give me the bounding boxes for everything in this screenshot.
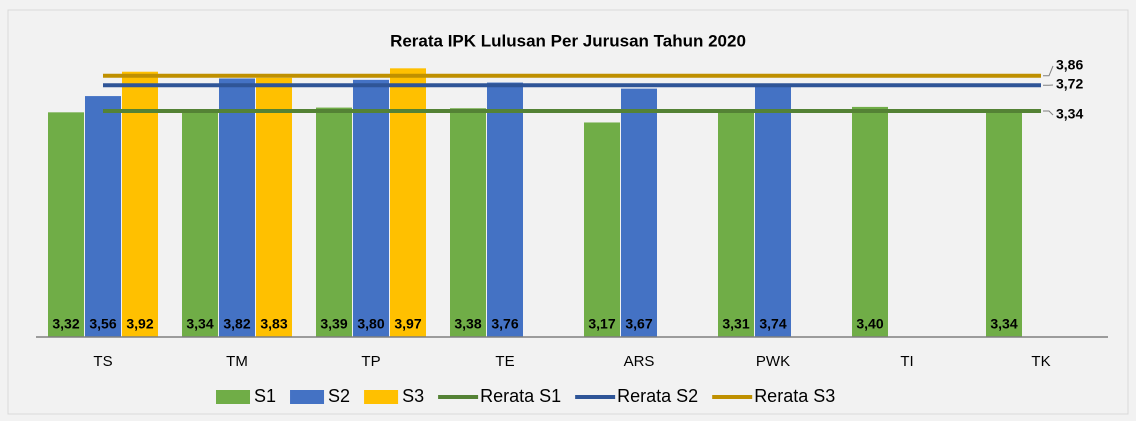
bar	[182, 110, 218, 338]
x-tick-label: TE	[495, 353, 514, 370]
data-label: 3,17	[588, 316, 615, 332]
leader-line	[1043, 65, 1054, 77]
bar	[621, 88, 657, 337]
bar	[487, 82, 523, 337]
data-label: 3,40	[856, 316, 883, 332]
data-label: 3,56	[89, 316, 116, 332]
bar	[986, 110, 1022, 338]
legend-label: Rerata S3	[754, 386, 835, 406]
data-label: 3,39	[320, 316, 347, 332]
data-label: 3,76	[491, 316, 518, 332]
x-tick-label: TM	[226, 353, 248, 370]
bar	[390, 68, 426, 338]
legend-label: Rerata S2	[617, 386, 698, 406]
x-tick-label: TP	[361, 353, 380, 370]
data-label: 3,38	[454, 316, 481, 332]
x-tick-label: TS	[93, 353, 112, 370]
reference-label: 3,34	[1056, 106, 1083, 122]
chart-title: Rerata IPK Lulusan Per Jurusan Tahun 202…	[390, 31, 746, 50]
bar	[755, 83, 791, 337]
leader-line	[1043, 110, 1054, 116]
data-label: 3,34	[186, 316, 213, 332]
data-label: 3,97	[394, 316, 421, 332]
legend-swatch	[216, 390, 250, 404]
data-label: 3,67	[625, 316, 652, 332]
x-tick-label: TI	[900, 353, 913, 370]
bar	[450, 108, 486, 337]
data-label: 3,31	[722, 316, 749, 332]
data-label: 3,80	[357, 316, 384, 332]
data-label: 3,92	[126, 316, 153, 332]
reference-label: 3,72	[1056, 76, 1083, 92]
bar	[256, 77, 292, 337]
legend-swatch	[364, 390, 399, 404]
legend-label: S2	[328, 386, 350, 406]
bar	[584, 122, 620, 337]
legend-swatch	[290, 390, 325, 404]
data-label: 3,82	[223, 316, 250, 332]
legend-label: S3	[402, 386, 424, 406]
bar	[219, 78, 255, 338]
bar	[122, 71, 158, 337]
bar	[85, 96, 121, 337]
reference-label: 3,86	[1056, 57, 1083, 73]
bar	[718, 112, 754, 337]
data-label: 3,83	[260, 316, 287, 332]
data-label: 3,32	[52, 316, 79, 332]
chart-frame	[7, 9, 1129, 415]
bar	[316, 107, 352, 338]
legend-label: S1	[254, 386, 276, 406]
bar	[353, 79, 389, 337]
bar	[852, 106, 888, 337]
bar	[48, 112, 84, 338]
x-tick-label: TK	[1031, 353, 1050, 370]
x-tick-label: ARS	[624, 353, 655, 370]
data-label: 3,74	[759, 316, 786, 332]
x-tick-label: PWK	[756, 353, 790, 370]
legend-label: Rerata S1	[480, 386, 561, 406]
data-label: 3,34	[990, 316, 1017, 332]
